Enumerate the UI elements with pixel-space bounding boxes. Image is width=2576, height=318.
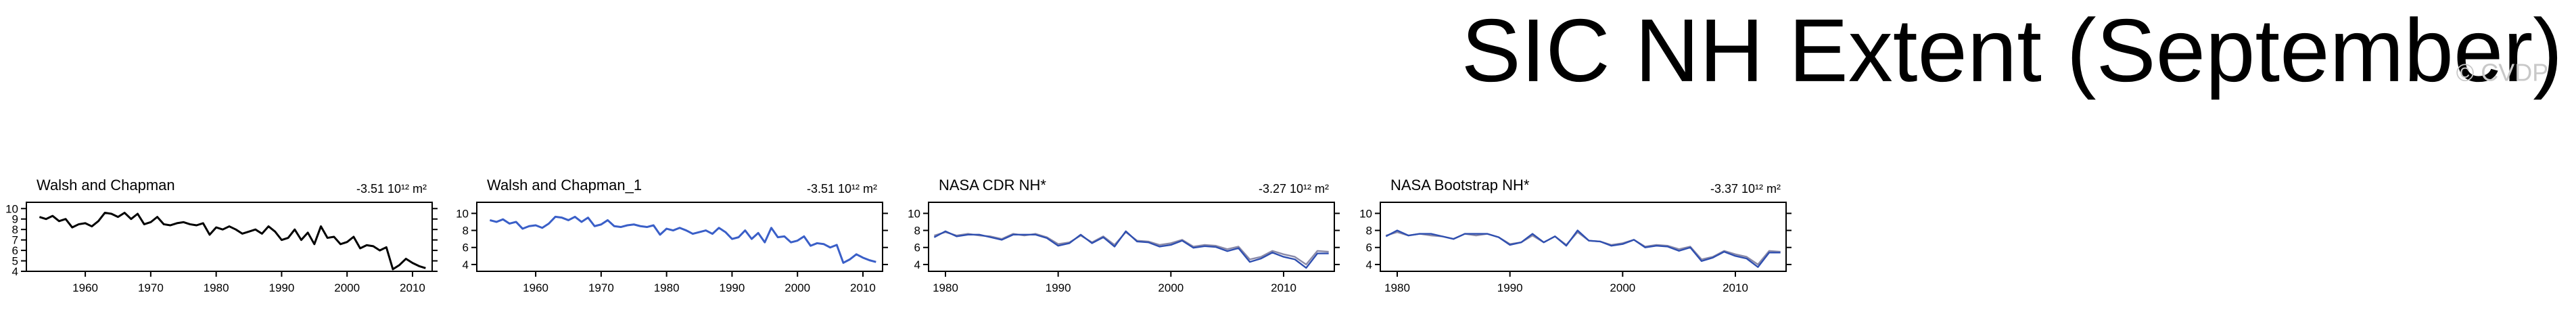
trend-label: -3.51 10¹² m²	[356, 182, 427, 196]
plot-frame	[928, 202, 1335, 272]
x-tick-label: 1980	[204, 281, 229, 294]
x-tick-label: 2010	[850, 281, 876, 294]
y-tick-label: 5	[12, 255, 18, 268]
plot-frame	[476, 202, 883, 272]
y-tick-label: 4	[1366, 258, 1372, 271]
x-tick-label: 2000	[784, 281, 810, 294]
x-tick-label: 2010	[1723, 281, 1748, 294]
x-tick-label: 1970	[588, 281, 614, 294]
x-tick-label: 2000	[1610, 281, 1635, 294]
y-tick-label: 7	[12, 234, 18, 247]
y-tick-label: 10	[908, 207, 920, 220]
y-tick-label: 6	[12, 244, 18, 257]
y-tick-label: 6	[463, 242, 469, 254]
x-tick-label: 1990	[720, 281, 745, 294]
data-line	[933, 230, 1329, 269]
x-tick-label: 1980	[1384, 281, 1410, 294]
plot-frame	[1380, 202, 1787, 272]
trend-label: -3.37 10¹² m²	[1710, 182, 1781, 196]
y-tick-label: 8	[463, 225, 469, 237]
data-line	[39, 211, 426, 271]
y-tick-label: 9	[12, 213, 18, 226]
x-tick-label: 1990	[269, 281, 295, 294]
panel-title: Walsh and Chapman	[37, 177, 175, 194]
y-tick-label: 10	[5, 202, 18, 215]
y-tick-label: 8	[914, 225, 920, 237]
x-tick-label: 1970	[138, 281, 164, 294]
watermark: © CVDP	[2456, 59, 2549, 87]
y-tick-label: 6	[1366, 242, 1372, 254]
page-title: SIC NH Extent (September)	[1461, 1, 2563, 100]
x-tick-label: 1960	[523, 281, 548, 294]
y-tick-label: 6	[914, 242, 920, 254]
panel-title: NASA CDR NH*	[939, 177, 1046, 194]
x-tick-label: 1980	[654, 281, 680, 294]
y-tick-label: 8	[12, 223, 18, 236]
x-tick-label: 1980	[933, 281, 958, 294]
x-tick-label: 2010	[400, 281, 425, 294]
panel-title: Walsh and Chapman_1	[487, 177, 642, 194]
x-tick-label: 1990	[1046, 281, 1071, 294]
y-tick-label: 10	[456, 207, 469, 220]
y-tick-label: 8	[1366, 225, 1372, 237]
plot-frame	[26, 202, 433, 272]
trend-label: -3.27 10¹² m²	[1259, 182, 1329, 196]
y-tick-label: 10	[1359, 207, 1372, 220]
x-tick-label: 2000	[334, 281, 360, 294]
y-tick-label: 4	[463, 258, 469, 271]
data-line	[1385, 229, 1781, 268]
data-line	[489, 215, 876, 264]
x-tick-label: 2000	[1158, 281, 1184, 294]
x-tick-label: 1960	[72, 281, 98, 294]
panel-title: NASA Bootstrap NH*	[1390, 177, 1530, 194]
x-tick-label: 1990	[1497, 281, 1523, 294]
y-tick-label: 4	[914, 258, 920, 271]
y-tick-label: 4	[12, 265, 18, 278]
x-tick-label: 2010	[1271, 281, 1296, 294]
trend-label: -3.51 10¹² m²	[807, 182, 877, 196]
